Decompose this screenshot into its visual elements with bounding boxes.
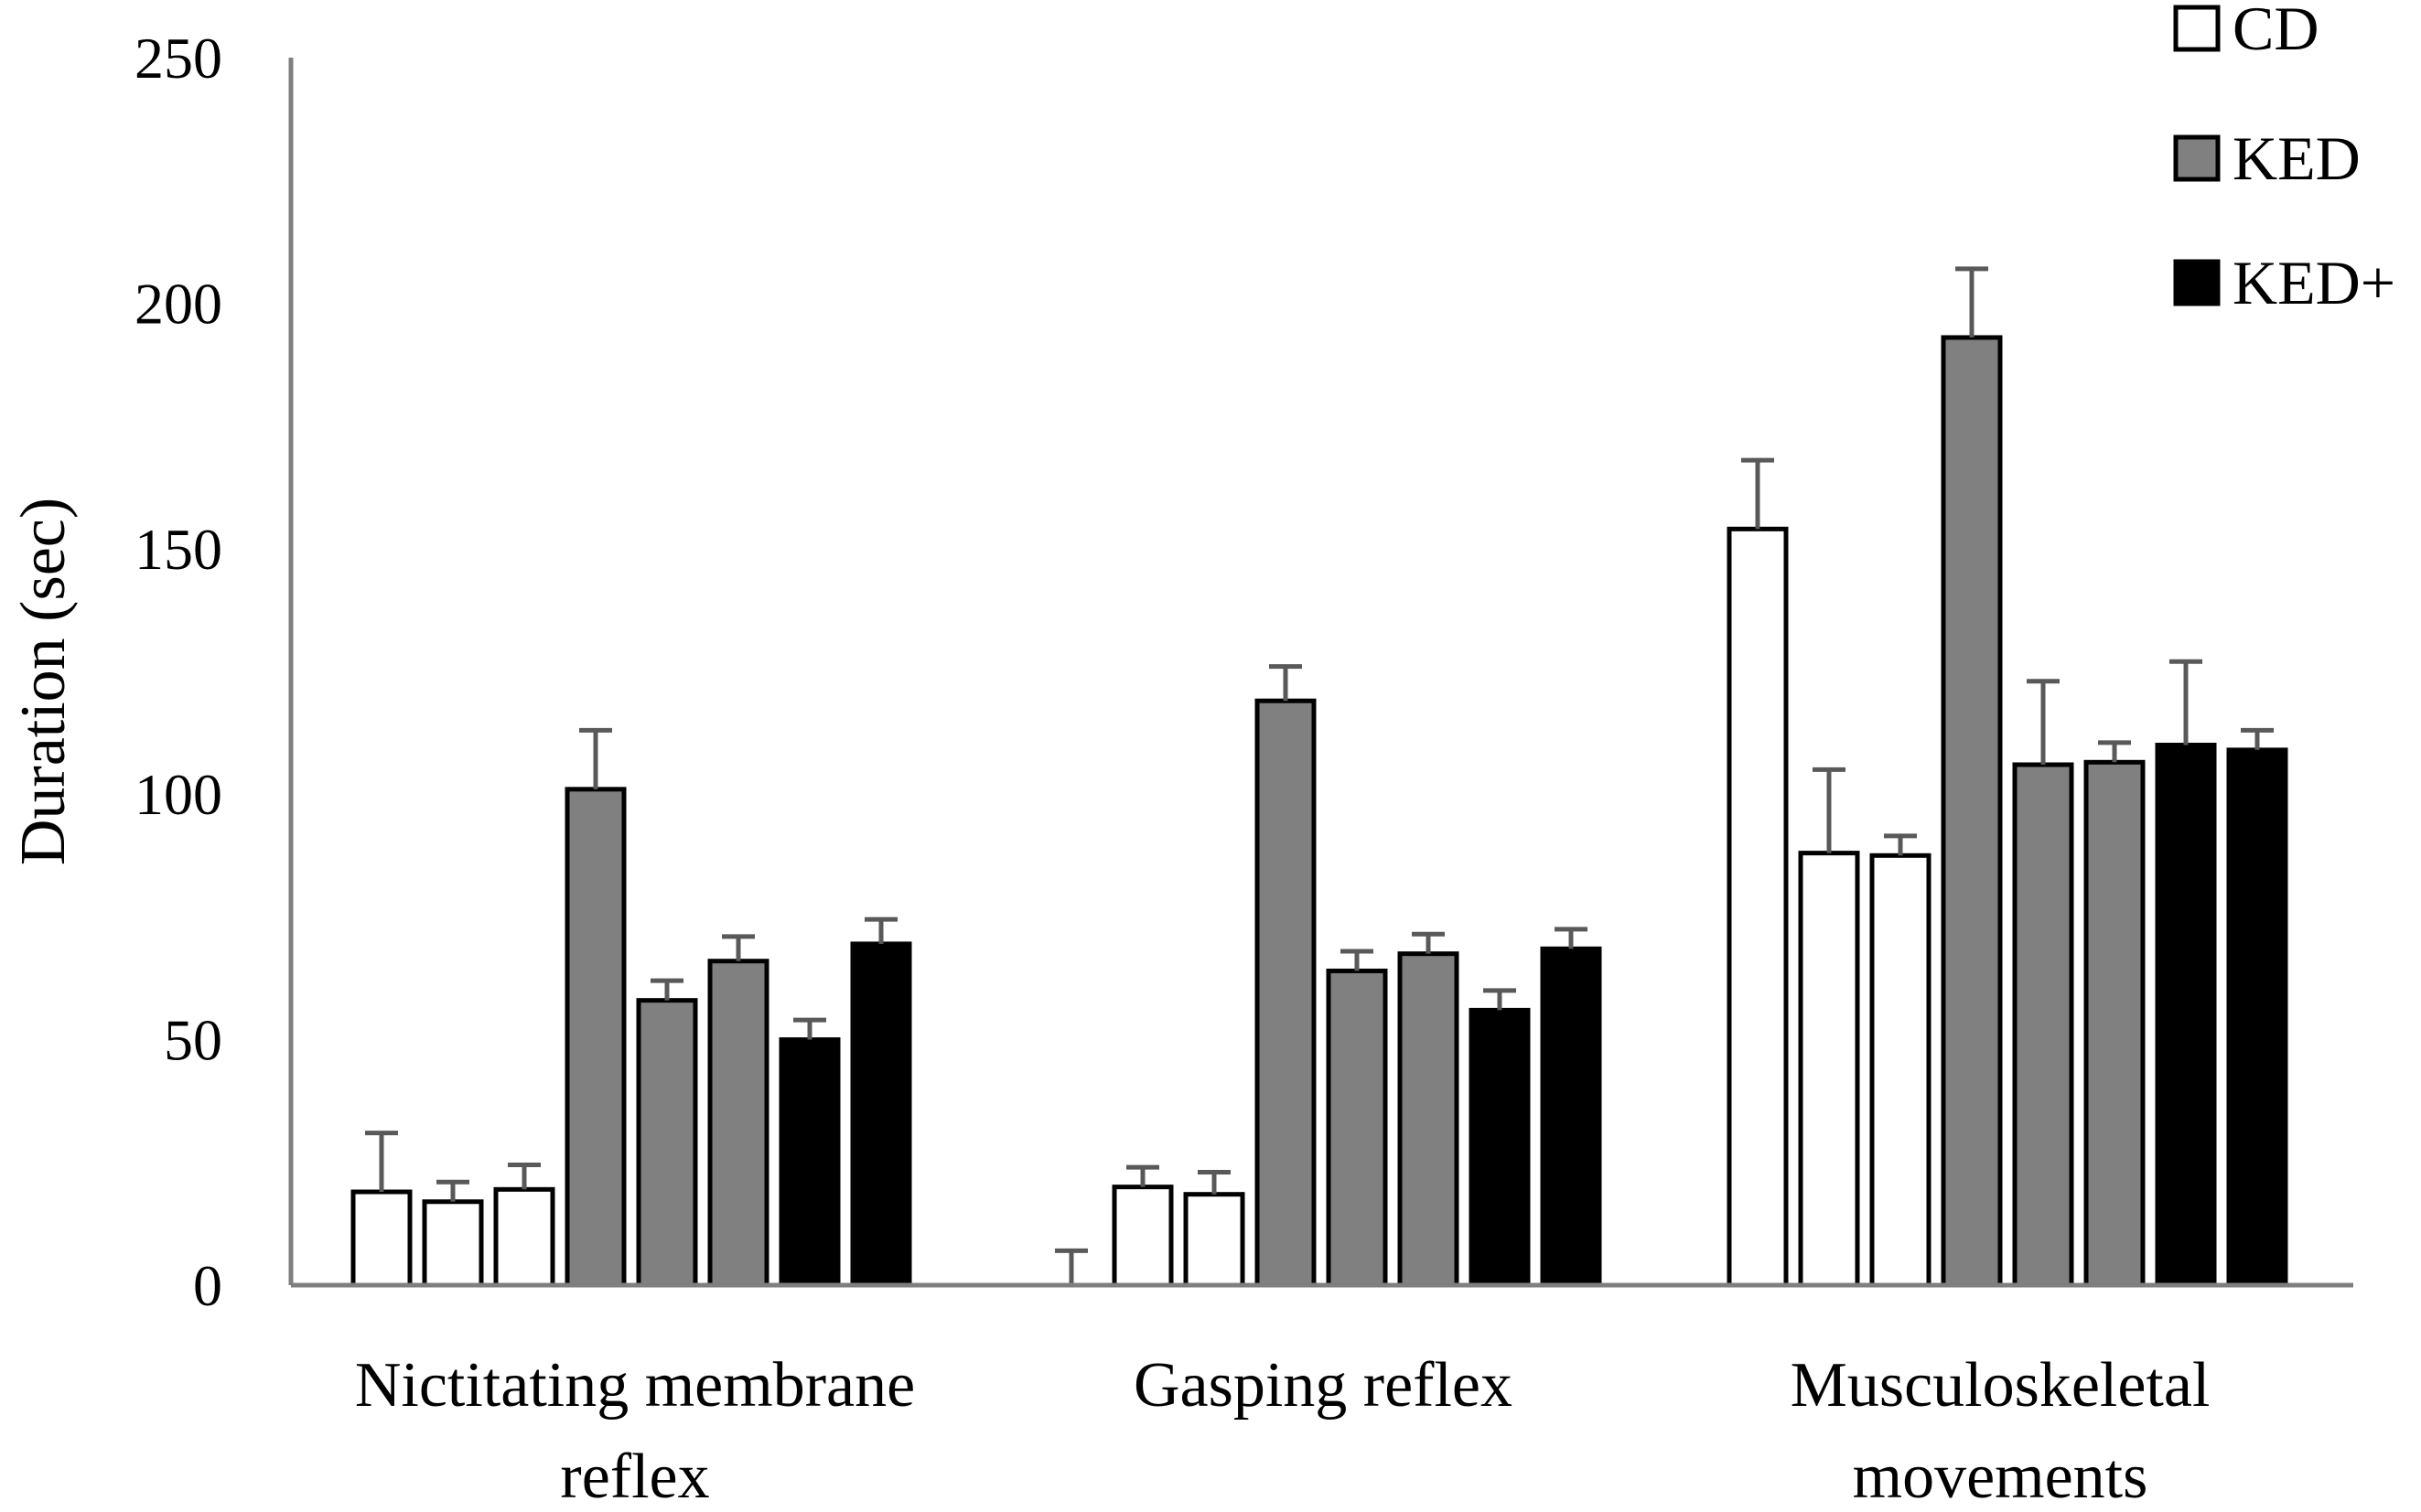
legend-label: KED bbox=[2233, 123, 2361, 193]
y-axis-label: Duration (sec) bbox=[8, 498, 79, 865]
bar-cd bbox=[1798, 851, 1860, 1288]
bar-cd bbox=[493, 1186, 555, 1288]
y-tick-label: 100 bbox=[134, 762, 222, 827]
bar-ked-plus bbox=[2226, 747, 2288, 1288]
legend-label: CD bbox=[2233, 0, 2319, 63]
category-labels: Nictitating membrane reflex Gasping reflex… bbox=[355, 1350, 2211, 1512]
legend-swatch-ked bbox=[2173, 134, 2221, 182]
bar-ked-plus bbox=[850, 941, 912, 1288]
bar-cd bbox=[1869, 853, 1931, 1288]
error-bars bbox=[365, 266, 2274, 1285]
y-tick-label: 250 bbox=[134, 26, 222, 91]
bar-ked bbox=[565, 787, 627, 1288]
y-tick-label: 0 bbox=[193, 1253, 222, 1318]
bar-ked-plus bbox=[2155, 743, 2217, 1288]
bar-ked bbox=[636, 998, 698, 1288]
category-label: Musculoskeletal bbox=[1791, 1350, 2211, 1421]
bar-cd bbox=[1183, 1192, 1245, 1288]
category-label: Nictitating membrane bbox=[355, 1350, 915, 1421]
bar-cd bbox=[350, 1189, 413, 1288]
bar-ked-plus bbox=[779, 1037, 841, 1288]
bar-ked bbox=[1397, 951, 1459, 1288]
bar-ked bbox=[1254, 698, 1317, 1288]
bar-ked bbox=[1326, 968, 1388, 1288]
bars bbox=[350, 335, 2288, 1288]
y-axis: 0 50 100 150 200 250 bbox=[134, 26, 294, 1318]
category-label: reflex bbox=[560, 1442, 709, 1512]
bar-cd bbox=[422, 1199, 484, 1288]
bar-ked bbox=[1941, 335, 2003, 1288]
bar-ked bbox=[2083, 759, 2146, 1288]
bar-ked-plus bbox=[1540, 946, 1602, 1288]
bar-ked bbox=[2012, 762, 2074, 1288]
legend-label: KED+ bbox=[2233, 248, 2395, 317]
legend-swatch-ked-plus bbox=[2173, 259, 2221, 306]
bar-cd bbox=[1112, 1185, 1174, 1288]
legend: CD KED KED+ bbox=[2173, 0, 2395, 317]
y-tick-label: 150 bbox=[134, 517, 222, 582]
bar-ked bbox=[707, 959, 769, 1288]
y-tick-label: 200 bbox=[134, 271, 222, 336]
bar-cd bbox=[1727, 526, 1789, 1288]
category-label: movements bbox=[1853, 1442, 2148, 1512]
bar-ked-plus bbox=[1469, 1007, 1531, 1288]
category-label: Gasping reflex bbox=[1134, 1350, 1512, 1421]
legend-swatch-cd bbox=[2173, 5, 2221, 52]
y-tick-label: 50 bbox=[164, 1008, 222, 1073]
